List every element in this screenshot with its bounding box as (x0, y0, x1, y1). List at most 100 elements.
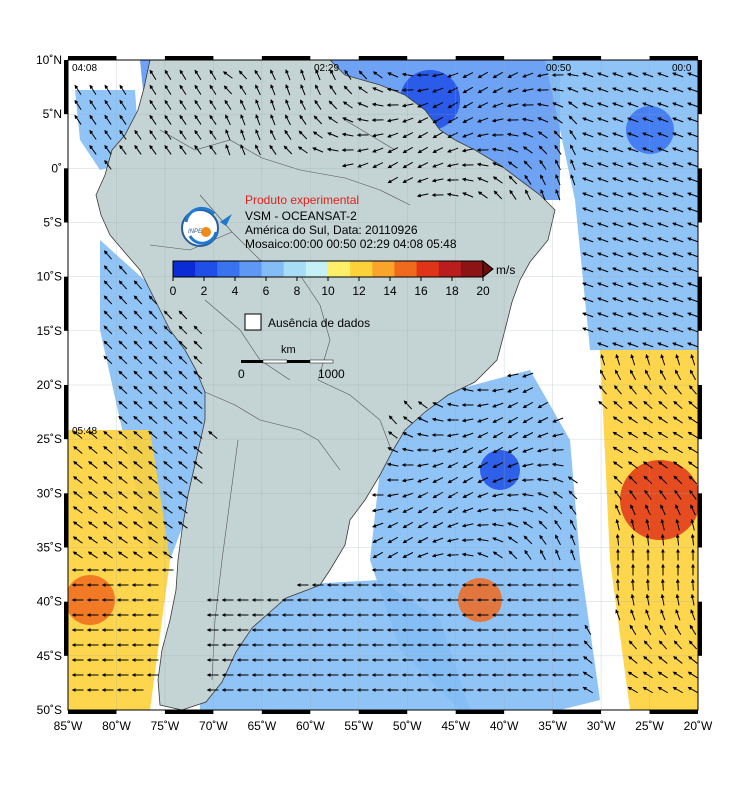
colorbar-unit: m/s (496, 263, 515, 277)
frame-segment (165, 710, 213, 714)
frame-segment (456, 710, 504, 714)
colorbar-segment (262, 261, 285, 277)
wind-arrow (508, 495, 519, 496)
longitude-label: 85˚W (54, 719, 83, 733)
satellite-title: VSM - OCEANSAT-2 (245, 209, 357, 223)
pass-time-label: 04:08 (72, 63, 97, 74)
wind-arrow (448, 555, 459, 556)
colorbar-tick-label: 2 (201, 284, 208, 298)
colorbar-tick-label: 0 (170, 284, 177, 298)
frame-segment (64, 168, 68, 222)
colorbar-segment (306, 261, 329, 277)
frame-segment (262, 56, 310, 60)
longitude-label: 50˚W (393, 719, 422, 733)
frame-segment (698, 493, 702, 547)
colorbar-tick-label: 16 (414, 284, 428, 298)
wind-arrow (648, 580, 649, 591)
wind-arrow (493, 510, 504, 511)
wind-arrow (478, 525, 489, 526)
latitude-label: 50˚S (37, 703, 62, 717)
colorbar-segment (239, 261, 262, 277)
scale-bar-end: 1000 (318, 367, 345, 381)
frame-segment (64, 602, 68, 656)
colorbar-segment (394, 261, 417, 277)
frame-segment (64, 277, 68, 331)
colorbar-segment (439, 261, 462, 277)
frame-segment (68, 56, 116, 60)
wind-arrow (663, 580, 664, 591)
wind-arrow (463, 540, 474, 541)
inpe-logo-text: INPE (188, 229, 203, 235)
colorbar-tick-label: 6 (263, 284, 270, 298)
latitude-label: 25˚S (37, 432, 62, 446)
colorbar-segment (173, 261, 196, 277)
wind-hotspot (626, 106, 674, 154)
longitude-label: 35˚W (538, 719, 567, 733)
frame-segment (650, 710, 698, 714)
frame-segment (650, 56, 698, 60)
frame-segment (698, 602, 702, 656)
wind-arrow (693, 580, 694, 591)
latitude-label: 30˚S (37, 486, 62, 500)
longitude-label: 20˚W (684, 719, 713, 733)
wind-arrow (678, 580, 679, 591)
latitude-label: 10˚N (36, 53, 62, 67)
colorbar-tick-label: 20 (476, 284, 490, 298)
latitude-label: 5˚N (43, 107, 62, 121)
colorbar-tick-label: 10 (321, 284, 335, 298)
latitude-label: 35˚S (37, 541, 62, 555)
colorbar-segment (328, 261, 351, 277)
wind-arrow (553, 450, 564, 451)
frame-segment (553, 710, 601, 714)
colorbar-segment (217, 261, 240, 277)
frame-segment (359, 710, 407, 714)
experimental-product-label: Produto experimental (245, 193, 359, 207)
longitude-label: 60˚W (296, 719, 325, 733)
colorbar-segment (417, 261, 440, 277)
frame-segment (698, 168, 702, 222)
frame-segment (64, 385, 68, 439)
frame-segment (64, 493, 68, 547)
pass-time-label: 05:48 (72, 426, 97, 437)
speed-colorbar (173, 261, 493, 277)
longitude-label: 55˚W (344, 719, 373, 733)
colorbar-tick-label: 8 (294, 284, 301, 298)
wind-arrow (523, 480, 534, 481)
latitude-label: 0˚ (51, 161, 62, 175)
wind-hotspot (620, 460, 700, 540)
frame-segment (262, 710, 310, 714)
colorbar-segment (372, 261, 395, 277)
scale-bar-unit: km (281, 344, 296, 356)
wind-arrow (633, 580, 634, 591)
frame-segment (68, 710, 116, 714)
region-date-title: América do Sul, Data: 20110926 (245, 223, 418, 237)
no-data-label: Ausência de dados (268, 316, 370, 330)
frame-segment (698, 385, 702, 439)
pass-time-label: 00:0 (672, 63, 692, 74)
latitude-label: 15˚S (37, 324, 62, 338)
frame-segment (698, 60, 702, 114)
longitude-label: 30˚W (587, 719, 616, 733)
colorbar-tick-label: 12 (352, 284, 366, 298)
longitude-label: 70˚W (199, 719, 228, 733)
longitude-label: 25˚W (635, 719, 664, 733)
colorbar-segment (350, 261, 373, 277)
colorbar-segment (461, 261, 484, 277)
frame-segment (165, 56, 213, 60)
latitude-label: 10˚S (37, 270, 62, 284)
scale-bar-start: 0 (238, 367, 245, 381)
latitude-label: 40˚S (37, 595, 62, 609)
mosaic-times-title: Mosaico:00:00 00:50 02:29 04:08 05:48 (245, 237, 457, 251)
colorbar-tick-label: 18 (445, 284, 459, 298)
longitude-label: 80˚W (102, 719, 131, 733)
latitude-label: 20˚S (37, 378, 62, 392)
pass-time-label: 02:29 (314, 63, 339, 74)
colorbar-tick-label: 14 (383, 284, 397, 298)
no-data-swatch (245, 314, 261, 330)
frame-segment (456, 56, 504, 60)
wind-hotspot (480, 450, 520, 490)
longitude-label: 65˚W (248, 719, 277, 733)
wind-arrow (538, 465, 549, 466)
